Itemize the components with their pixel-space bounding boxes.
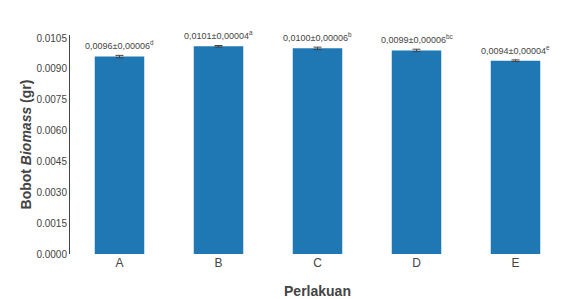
svg-text:0.0015: 0.0015 xyxy=(36,218,67,229)
svg-text:0,0100±0,00006​b​: 0,0100±0,00006​b​ xyxy=(283,31,352,43)
svg-text:B: B xyxy=(214,256,222,270)
svg-text:0,0094±0,00004​e​: 0,0094±0,00004​e​ xyxy=(481,44,550,56)
svg-text:0,0096±0,00006​d​: 0,0096±0,00006​d​ xyxy=(85,39,154,51)
svg-text:C: C xyxy=(313,256,322,270)
svg-text:Perlakuan: Perlakuan xyxy=(284,283,351,299)
svg-text:0.0030: 0.0030 xyxy=(36,187,67,198)
svg-text:0.0105: 0.0105 xyxy=(36,33,67,44)
svg-text:E: E xyxy=(511,256,519,270)
svg-text:0.0045: 0.0045 xyxy=(36,156,67,167)
svg-text:0.0060: 0.0060 xyxy=(36,125,67,136)
svg-text:Bobot Biomass (gr): Bobot Biomass (gr) xyxy=(18,80,34,210)
svg-text:A: A xyxy=(115,256,123,270)
svg-text:0,0099±0,00006​bc​: 0,0099±0,00006​bc​ xyxy=(381,33,453,45)
svg-text:0.0090: 0.0090 xyxy=(36,63,67,74)
svg-text:D: D xyxy=(412,256,421,270)
svg-text:0.0000: 0.0000 xyxy=(36,249,67,260)
svg-text:0,0101±0,00004​a​: 0,0101±0,00004​a​ xyxy=(184,29,253,41)
svg-text:0.0075: 0.0075 xyxy=(36,94,67,105)
